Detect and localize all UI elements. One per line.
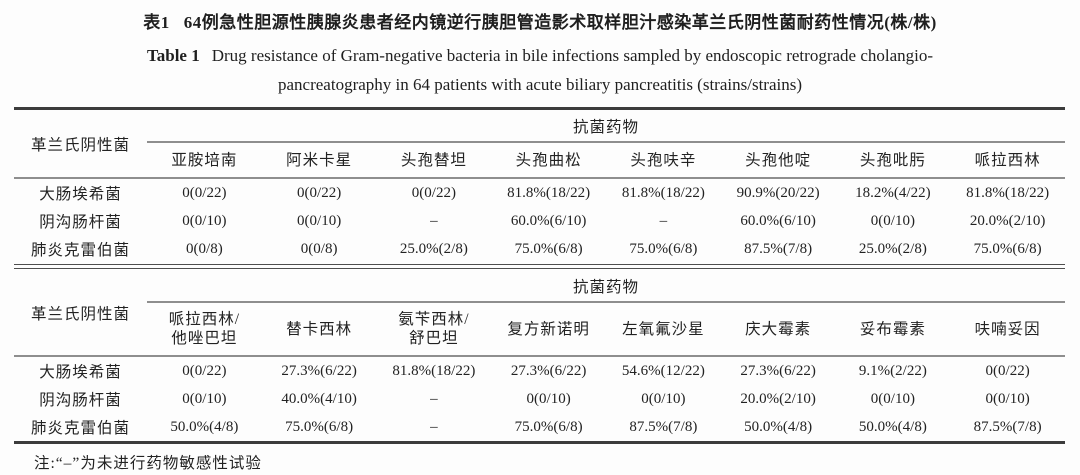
cell-value: 60.0%(6/10) (740, 212, 816, 229)
column-header: 阿米卡星 (261, 142, 377, 179)
cell-value: 87.5%(7/8) (629, 418, 698, 435)
cell-value: 18.2%(4/22) (855, 184, 931, 201)
bacteria-name: 阴沟肠杆菌 (39, 392, 122, 409)
cell-value: 0(0/8) (300, 240, 338, 257)
cell-value: 81.8%(18/22) (621, 184, 705, 201)
cell-value: 81.8%(18/22) (507, 184, 591, 201)
table-section-2: 革兰氏阴性菌 抗菌药物 哌拉西林/ 他唑巴坦 替卡西林 氨苄西林/ 舒巴坦 复方… (14, 270, 1065, 444)
column-header: 亚胺培南 (147, 142, 262, 179)
cell-value: 0(0/22) (297, 184, 342, 201)
column-header: 左氧氟沙星 (606, 302, 721, 357)
cell-value: 90.9%(20/22) (736, 184, 820, 201)
column-header: 头孢吡肟 (835, 142, 951, 179)
cell-value: 75.0%(6/8) (514, 418, 583, 435)
cell-value: 75.0%(6/8) (973, 240, 1042, 257)
column-header: 氨苄西林/ 舒巴坦 (376, 302, 492, 357)
table-container: 革兰氏阴性菌 抗菌药物 亚胺培南 阿米卡星 头孢替坦 头孢曲松 头孢呋辛 头孢他… (14, 107, 1065, 444)
table-row: 阴沟肠杆菌 0(0/10) 40.0%(4/10) – 0(0/10) 0(0/… (14, 385, 1065, 413)
column-header: 头孢他啶 (720, 142, 836, 179)
cell-value: 0(0/22) (182, 362, 227, 379)
cell-value: 87.5%(7/8) (973, 418, 1042, 435)
cell-value: – (430, 212, 438, 229)
section-divider-double-rule (14, 264, 1065, 269)
cell-value: 54.6%(12/22) (621, 362, 705, 379)
cell-value: 0(0/22) (182, 184, 227, 201)
cell-value: 50.0%(4/8) (744, 418, 813, 435)
group-header-antibiotics: 抗菌药物 (147, 270, 1065, 303)
column-header: 头孢替坦 (376, 142, 492, 179)
cell-value: 0(0/10) (985, 390, 1030, 407)
column-header: 庆大霉素 (720, 302, 836, 357)
row-header-label: 革兰氏阴性菌 (14, 108, 147, 179)
column-header: 哌拉西林 (950, 142, 1065, 179)
table-row: 肺炎克雷伯菌 0(0/8) 0(0/8) 25.0%(2/8) 75.0%(6/… (14, 235, 1065, 263)
cell-value: 40.0%(4/10) (281, 390, 357, 407)
table-title-zh: 表1 64例急性胆源性胰腺炎患者经内镜逆行胰胆管造影术取样胆汁感染革兰氏阴性菌耐药… (0, 11, 1080, 35)
cell-value: 75.0%(6/8) (629, 240, 698, 257)
cell-value: – (659, 212, 668, 229)
table-titles: 表1 64例急性胆源性胰腺炎患者经内镜逆行胰胆管造影术取样胆汁感染革兰氏阴性菌耐药… (0, 0, 1080, 99)
cell-value: 0(0/10) (870, 212, 915, 229)
column-header: 头孢曲松 (491, 142, 606, 179)
column-header: 替卡西林 (261, 302, 377, 357)
column-header: 哌拉西林/ 他唑巴坦 (147, 302, 262, 357)
table-row: 阴沟肠杆菌 0(0/10) 0(0/10) – 60.0%(6/10) – 60… (14, 207, 1065, 235)
cell-value: 75.0%(6/8) (285, 418, 354, 435)
bacteria-name: 肺炎克雷伯菌 (30, 242, 130, 259)
cell-value: 0(0/10) (870, 390, 915, 407)
cell-value: 25.0%(2/8) (399, 240, 468, 257)
bacteria-name: 大肠埃希菌 (39, 364, 122, 381)
cell-value: – (430, 418, 438, 435)
table-footnote: 注:“–”为未进行药物敏感性试验 (34, 455, 262, 472)
cell-value: 0(0/10) (182, 390, 227, 407)
table-title-en-line2: pancreatography in 64 patients with acut… (278, 75, 802, 94)
table-row: 大肠埃希菌 0(0/22) 0(0/22) 0(0/22) 81.8%(18/2… (14, 178, 1065, 207)
cell-value: 0(0/10) (297, 212, 342, 229)
bacteria-name: 肺炎克雷伯菌 (30, 420, 130, 437)
cell-value: 20.0%(2/10) (740, 390, 816, 407)
column-header: 呋喃妥因 (950, 302, 1065, 357)
cell-value: 81.8%(18/22) (966, 184, 1050, 201)
cell-value: 50.0%(4/8) (858, 418, 927, 435)
group-header-antibiotics: 抗菌药物 (147, 108, 1065, 143)
cell-value: 75.0%(6/8) (514, 240, 583, 257)
bacteria-name: 阴沟肠杆菌 (39, 214, 122, 231)
column-header: 妥布霉素 (835, 302, 951, 357)
table-row: 大肠埃希菌 0(0/22) 27.3%(6/22) 81.8%(18/22) 2… (14, 356, 1065, 385)
table-title-zh-text: 64例急性胆源性胰腺炎患者经内镜逆行胰胆管造影术取样胆汁感染革兰氏阴性菌耐药性情… (183, 13, 937, 32)
cell-value: 0(0/8) (186, 240, 223, 257)
table-title-en-text1: Drug resistance of Gram-negative bacteri… (211, 46, 934, 65)
cell-value: 0(0/22) (985, 362, 1030, 379)
table-number-en: Table 1 (146, 46, 200, 65)
cell-value: 20.0%(2/10) (969, 212, 1046, 229)
row-header-label: 革兰氏阴性菌 (14, 270, 147, 357)
cell-value: 27.3%(6/22) (281, 362, 357, 379)
cell-value: 81.8%(18/22) (392, 362, 476, 379)
cell-value: – (430, 390, 438, 407)
cell-value: 50.0%(4/8) (170, 418, 239, 435)
table-section-1: 革兰氏阴性菌 抗菌药物 亚胺培南 阿米卡星 头孢替坦 头孢曲松 头孢呋辛 头孢他… (14, 107, 1065, 263)
table-title-en-line1: Table 1 Drug resistance of Gram-negative … (0, 41, 1080, 70)
column-header: 复方新诺明 (491, 302, 606, 357)
cell-value: 27.3%(6/22) (510, 362, 587, 379)
column-header: 头孢呋辛 (606, 142, 721, 179)
table-number-zh: 表1 (143, 13, 170, 32)
cell-value: 25.0%(2/8) (858, 240, 927, 257)
cell-value: 0(0/10) (182, 212, 227, 229)
cell-value: 60.0%(6/10) (510, 212, 587, 229)
table-row: 肺炎克雷伯菌 50.0%(4/8) 75.0%(6/8) – 75.0%(6/8… (14, 413, 1065, 443)
cell-value: 9.1%(2/22) (858, 362, 927, 379)
bacteria-name: 大肠埃希菌 (39, 186, 122, 203)
cell-value: 27.3%(6/22) (740, 362, 816, 379)
cell-value: 87.5%(7/8) (744, 240, 813, 257)
cell-value: 0(0/10) (526, 390, 571, 407)
cell-value: 0(0/22) (411, 184, 456, 201)
cell-value: 0(0/10) (641, 390, 686, 407)
